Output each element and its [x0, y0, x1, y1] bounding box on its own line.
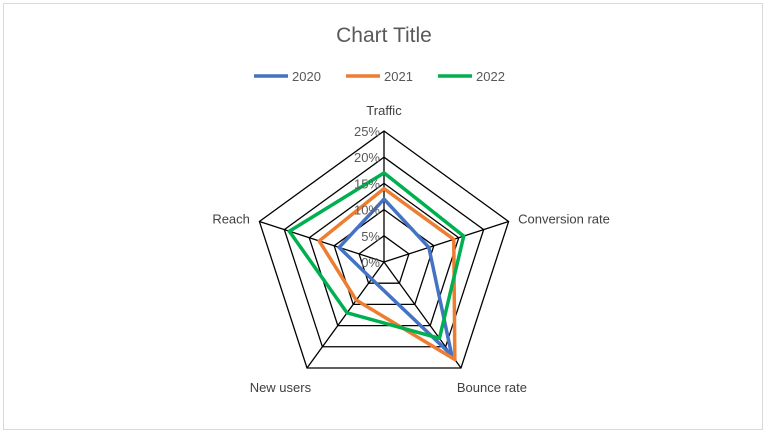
category-label: Reach — [212, 211, 250, 226]
tick-label: 20% — [354, 150, 380, 165]
legend-entry: 2022 — [476, 69, 505, 84]
tick-label: 15% — [354, 176, 380, 191]
tick-label: 10% — [354, 203, 380, 218]
category-label: Bounce rate — [457, 380, 527, 395]
tick-label: 25% — [354, 124, 380, 139]
tick-label: 5% — [361, 229, 380, 244]
category-label: Conversion rate — [518, 211, 610, 226]
category-labels: Traffic Conversion rate Bounce rate New use… — [212, 103, 610, 395]
tick-label: 0% — [361, 255, 380, 270]
grid-spoke — [384, 222, 509, 262]
chart-title: Chart Title — [336, 24, 432, 47]
category-label: New users — [250, 380, 312, 395]
legend: 2020 2021 2022 — [254, 69, 505, 84]
category-label: Traffic — [366, 103, 402, 118]
legend-entry: 2021 — [384, 69, 413, 84]
legend-entry: 2020 — [292, 69, 321, 84]
radar-grid — [259, 131, 508, 368]
